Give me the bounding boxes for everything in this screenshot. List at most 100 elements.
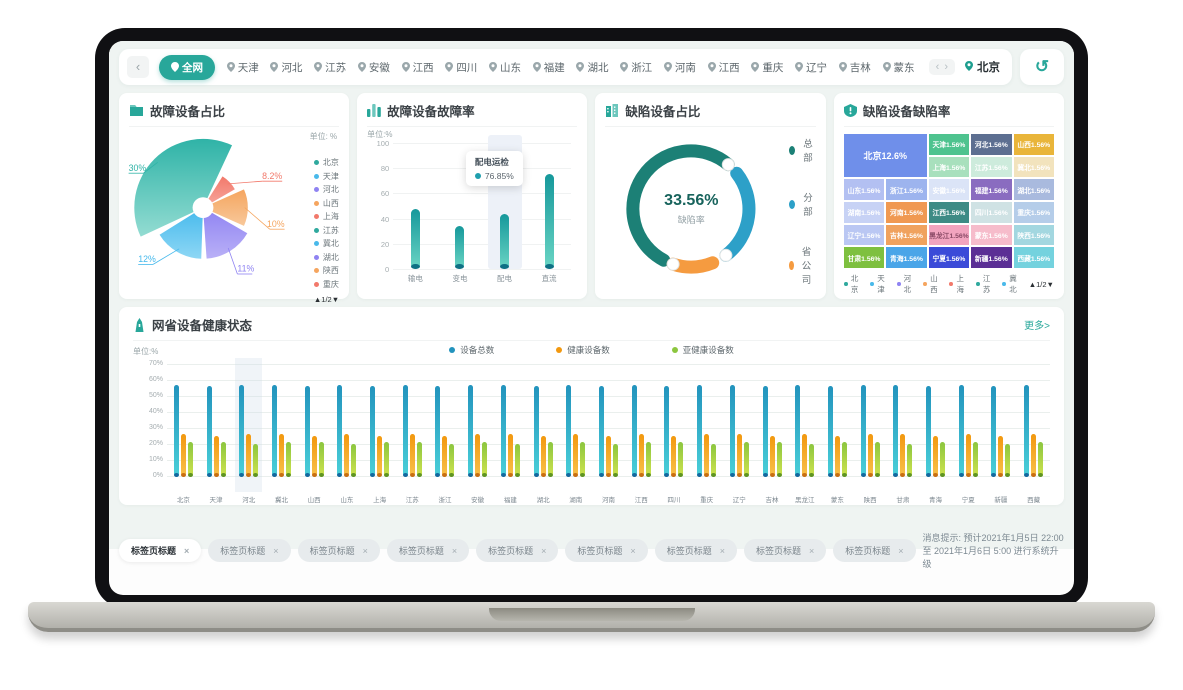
back-button[interactable]: ↺ [1020, 49, 1064, 85]
close-tab-icon[interactable]: × [898, 545, 904, 556]
treemap-cell[interactable]: 北京12.6% [843, 134, 927, 178]
nav-scroll-left-button[interactable]: ‹ [127, 56, 149, 78]
nav-pager[interactable]: ‹ › [928, 59, 955, 75]
close-tab-icon[interactable]: × [451, 545, 458, 556]
close-tab-icon[interactable]: × [630, 545, 636, 556]
region-tab[interactable]: 重庆 [751, 60, 783, 75]
legend-item[interactable]: 北京 [313, 157, 339, 168]
legend-item[interactable]: 亚健康设备数 [671, 344, 734, 356]
legend-item[interactable]: 总部 [789, 136, 816, 164]
treemap-cell[interactable]: 安徽1.56% [928, 179, 970, 200]
tab[interactable]: 标签页标题 × [565, 539, 648, 562]
region-tab[interactable]: 山东 [489, 60, 521, 75]
treemap-cell[interactable]: 浙江1.56% [886, 179, 927, 200]
close-tab-icon[interactable]: × [719, 545, 725, 556]
dashboard: ‹ 全网 天津 河北 江苏 安徽 江西 四川 山东 福建 湖北 浙江 河南 江西 重庆 辽宁 吉林 蒙东 ‹ ›… [109, 41, 1074, 569]
treemap-cell[interactable]: 陕西1.56% [1013, 224, 1054, 246]
pager-prev-icon[interactable]: ‹ [935, 61, 940, 73]
treemap-cell[interactable]: 河北1.56% [971, 134, 1012, 155]
close-tab-icon[interactable]: × [273, 545, 279, 556]
treemap-cell[interactable]: 河南1.56% [886, 201, 927, 223]
close-tab-icon[interactable]: × [808, 545, 815, 556]
legend-item[interactable]: 河北 [896, 273, 917, 295]
legend-item[interactable]: 天津 [870, 273, 890, 295]
treemap-cell[interactable]: 天津1.56% [928, 134, 970, 155]
location-pin-icon [663, 62, 672, 72]
legend-item[interactable]: 省公司 [789, 244, 816, 286]
legend-item[interactable]: 山西 [923, 273, 943, 295]
region-tab[interactable]: 蒙东 [882, 60, 915, 75]
bar-base-dot [907, 473, 913, 477]
tab[interactable]: 标签页标题 × [743, 539, 827, 562]
tab[interactable]: 标签页标题 × [208, 539, 291, 562]
treemap-cell[interactable]: 冀北1.56% [1013, 156, 1054, 178]
region-tab[interactable]: 吉林 [838, 60, 871, 75]
close-tab-icon[interactable]: × [541, 545, 547, 556]
close-tab-icon[interactable]: × [362, 545, 368, 556]
treemap-cell[interactable]: 福建1.56% [971, 179, 1012, 200]
legend-item[interactable]: 江苏 [313, 225, 339, 236]
treemap-cell[interactable]: 江西1.56% [928, 201, 970, 223]
legend-item[interactable]: 江苏 [975, 273, 996, 295]
treemap-cell[interactable]: 甘肃1.56% [843, 247, 885, 268]
region-tab[interactable]: 辽宁 [795, 60, 827, 75]
current-city[interactable]: 北京 [965, 59, 1004, 75]
treemap-cell[interactable]: 山东1.56% [843, 179, 885, 200]
treemap-cell[interactable]: 青海1.56% [886, 247, 927, 268]
region-tab[interactable]: 湖北 [576, 60, 608, 75]
tab-label: 标签页标题 [577, 546, 623, 556]
treemap-cell[interactable]: 新疆1.56% [971, 247, 1012, 268]
treemap-cell[interactable]: 西藏1.56% [1013, 247, 1054, 268]
region-tab[interactable]: 江西 [707, 60, 740, 75]
close-tab-icon[interactable]: × [184, 545, 190, 556]
legend-item[interactable]: 湖北 [313, 252, 339, 263]
legend-item[interactable]: 河北 [313, 184, 339, 195]
treemap-cell[interactable]: 山西1.56% [1013, 134, 1054, 155]
x-axis-label: 甘肃 [896, 497, 910, 504]
treemap-cell[interactable]: 上海1.56% [928, 156, 970, 178]
legend-pager[interactable]: ▲1/2▼ [1028, 279, 1054, 289]
legend-item[interactable]: 北京 [843, 273, 864, 295]
tab[interactable]: 标签页标题 × [476, 539, 559, 562]
treemap-cell[interactable]: 蒙东1.56% [971, 224, 1012, 246]
treemap-cell[interactable]: 宁夏1.56% [928, 247, 970, 268]
region-tab[interactable]: 天津 [226, 60, 259, 75]
legend-pager[interactable]: ▲1/2▼ [313, 295, 340, 304]
treemap-cell[interactable]: 江苏1.56% [971, 156, 1012, 178]
region-tab[interactable]: 河北 [270, 60, 302, 75]
legend-item[interactable]: 上海 [949, 273, 969, 295]
region-tab[interactable]: 江苏 [314, 60, 346, 75]
treemap-cell[interactable]: 吉林1.56% [886, 224, 927, 246]
legend-item[interactable]: 陕西 [313, 265, 339, 276]
more-link[interactable]: 更多> [1024, 321, 1050, 332]
legend-item[interactable]: 上海 [313, 211, 339, 222]
tab[interactable]: 标签页标题 × [833, 539, 916, 562]
pager-next-icon[interactable]: › [944, 61, 948, 73]
bar-base-dot [776, 473, 782, 477]
region-tab[interactable]: 四川 [445, 60, 477, 75]
treemap-cell[interactable]: 四川1.56% [971, 201, 1012, 223]
region-tab[interactable]: 安徽 [357, 60, 390, 75]
treemap-cell[interactable]: 辽宁1.56% [843, 224, 885, 246]
treemap-cell[interactable]: 湖南1.56% [843, 201, 885, 223]
region-tab[interactable]: 全网 [159, 54, 215, 80]
legend-item[interactable]: 分部 [789, 190, 816, 218]
tab[interactable]: 标签页标题 × [654, 539, 737, 562]
region-tab[interactable]: 河南 [663, 60, 696, 75]
tab[interactable]: 标签页标题 × [297, 539, 380, 562]
legend-item[interactable]: 冀北 [313, 238, 339, 249]
region-tab[interactable]: 江西 [401, 60, 434, 75]
legend-item[interactable]: 健康设备数 [556, 344, 610, 356]
legend-item[interactable]: 设备总数 [449, 344, 494, 356]
legend-item[interactable]: 天津 [313, 171, 339, 182]
treemap-cell[interactable]: 湖北1.56% [1013, 179, 1054, 200]
legend-item[interactable]: 山西 [313, 198, 339, 209]
legend-item[interactable]: 重庆 [313, 279, 339, 290]
tab[interactable]: 标签页标题 × [386, 539, 470, 562]
tab[interactable]: 标签页标题 × [119, 539, 202, 562]
region-tab[interactable]: 浙江 [620, 60, 652, 75]
treemap-cell[interactable]: 重庆1.56% [1013, 201, 1054, 223]
treemap-cell[interactable]: 黑龙江1.56% [928, 224, 970, 246]
legend-item[interactable]: 冀北 [1002, 273, 1022, 295]
region-tab[interactable]: 福建 [532, 60, 565, 75]
